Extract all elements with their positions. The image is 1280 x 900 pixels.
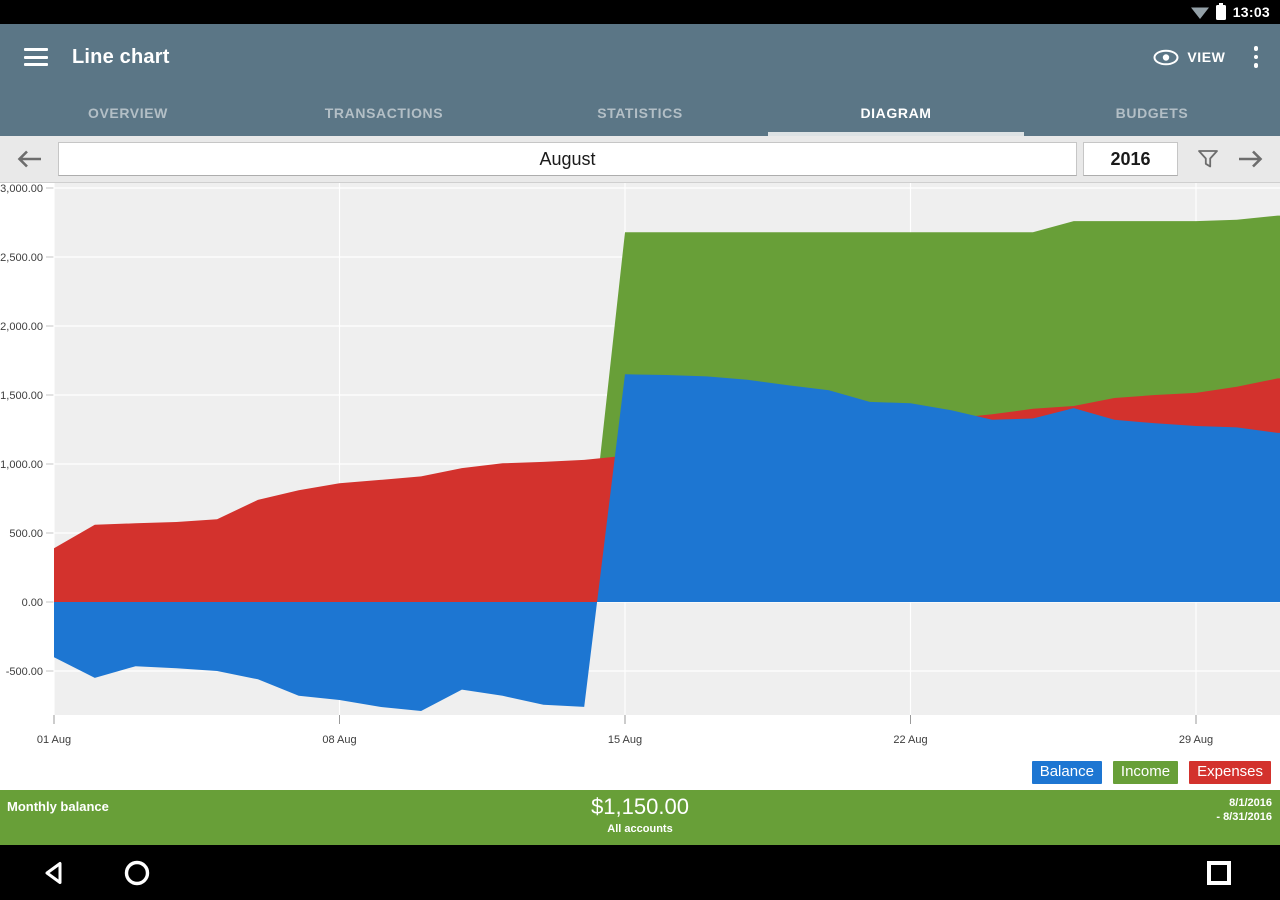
tab-label: TRANSACTIONS <box>324 105 444 121</box>
view-button-label: VIEW <box>1187 49 1226 65</box>
y-axis-label: 1,000.00 <box>0 459 43 471</box>
menu-icon[interactable] <box>24 48 48 66</box>
tab-label: OVERVIEW <box>87 105 168 121</box>
back-triangle-icon <box>45 861 62 884</box>
status-time: 13:03 <box>1232 4 1270 20</box>
eye-icon <box>1153 49 1179 65</box>
home-button[interactable] <box>123 859 151 887</box>
view-button[interactable]: VIEW <box>1149 43 1229 72</box>
chart-legend: Balance Income Expenses <box>0 755 1280 790</box>
tab-label: BUDGETS <box>1115 105 1189 121</box>
battery-icon <box>1215 3 1226 20</box>
y-axis-label: 1,500.00 <box>0 390 43 402</box>
recents-button[interactable] <box>1204 858 1234 888</box>
next-period-button[interactable] <box>1228 139 1272 179</box>
tab-statistics[interactable]: STATISTICS <box>512 90 768 136</box>
series-balance-area <box>54 374 1280 711</box>
navigation-bar <box>0 845 1280 900</box>
app-bar: Line chart VIEW <box>0 24 1280 90</box>
page-title: Line chart <box>72 45 170 68</box>
x-axis-label: 29 Aug <box>1179 734 1213 746</box>
x-axis-label: 01 Aug <box>37 734 71 746</box>
previous-period-button[interactable] <box>8 139 52 179</box>
tab-label: STATISTICS <box>597 105 683 121</box>
arrow-left-icon <box>17 150 41 168</box>
wifi-icon <box>1190 7 1209 19</box>
tab-transactions[interactable]: TRANSACTIONS <box>256 90 512 136</box>
overflow-menu-icon[interactable] <box>1248 42 1265 72</box>
area-chart[interactable]: 3,000.00 2,500.00 2,000.00 1,500.00 1,000.00… <box>0 183 1280 755</box>
y-axis-label: 500.00 <box>9 528 43 540</box>
month-selector[interactable]: August <box>58 142 1077 176</box>
y-axis-label: 0.00 <box>22 597 43 609</box>
y-axis-label: 2,000.00 <box>0 321 43 333</box>
legend-expenses[interactable]: Expenses <box>1189 761 1271 784</box>
home-circle-icon <box>124 860 150 885</box>
summary-bar: Monthly balance $1,150.00 All accounts 8… <box>0 790 1280 845</box>
chart-area: 3,000.00 2,500.00 2,000.00 1,500.00 1,000.00… <box>0 183 1280 755</box>
tab-overview[interactable]: OVERVIEW <box>0 90 256 136</box>
period-start: 8/1/2016 <box>1229 797 1272 809</box>
status-bar: 13:03 <box>0 0 1280 24</box>
y-axis-label: 3,000.00 <box>0 183 43 195</box>
y-axis-label: -500.00 <box>6 666 43 678</box>
y-axis-label: 2,500.00 <box>0 252 43 264</box>
recents-square-icon <box>1207 860 1231 885</box>
tab-bar: OVERVIEW TRANSACTIONS STATISTICS DIAGRAM BUD… <box>0 90 1280 136</box>
arrow-right-icon <box>1239 150 1263 168</box>
period-range: 8/1/2016 - 8/31/2016 <box>1216 796 1272 824</box>
legend-balance[interactable]: Balance <box>1031 761 1102 784</box>
filter-button[interactable] <box>1188 139 1228 179</box>
legend-income[interactable]: Income <box>1112 761 1179 784</box>
monthly-balance-amount: $1,150.00 <box>591 794 689 819</box>
back-button[interactable] <box>41 859 69 887</box>
summary-label: Monthly balance <box>7 799 109 814</box>
tab-label: DIAGRAM <box>860 105 932 121</box>
x-axis-label: 08 Aug <box>322 734 356 746</box>
period-selector-bar: August 2016 <box>0 136 1280 183</box>
period-end: - 8/31/2016 <box>1216 811 1272 823</box>
accounts-scope-label: All accounts <box>607 823 673 835</box>
x-axis-label: 15 Aug <box>608 734 642 746</box>
tab-budgets[interactable]: BUDGETS <box>1024 90 1280 136</box>
x-axis-label: 22 Aug <box>893 734 927 746</box>
tab-diagram[interactable]: DIAGRAM <box>768 90 1024 136</box>
filter-funnel-icon <box>1198 150 1218 168</box>
year-selector[interactable]: 2016 <box>1083 142 1178 176</box>
year-value: 2016 <box>1110 148 1151 169</box>
month-value: August <box>539 148 596 169</box>
active-tab-indicator <box>768 132 1024 136</box>
